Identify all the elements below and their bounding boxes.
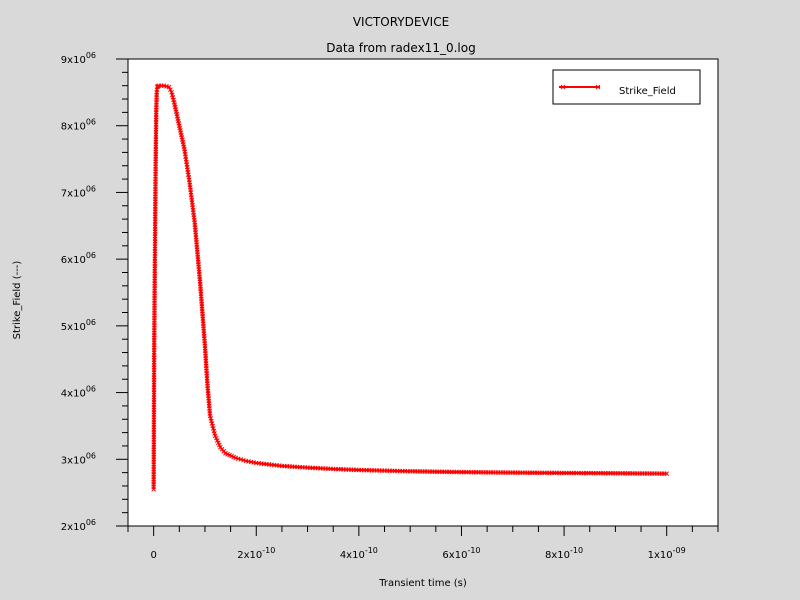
y-tick-label-mantissa: 5x10 <box>61 322 86 333</box>
data-point <box>167 87 173 93</box>
chart-subtitle: Data from radex11_0.log <box>326 41 475 55</box>
x-axis-ticks: 0 2x10-10 4x10-10 6x10-10 8x10-10 1x10-09 <box>127 526 719 561</box>
y-tick-label-exponent: 06 <box>86 518 96 527</box>
x-tick-label-mantissa: 6x10 <box>442 550 467 561</box>
x-tick-label-mantissa: 1x10 <box>648 550 673 561</box>
x-tick-label: 0 <box>150 550 156 561</box>
plot-area <box>127 58 719 527</box>
y-tick-label-exponent: 06 <box>86 451 96 460</box>
x-tick-label: 6x10-10 <box>442 546 480 561</box>
y-tick-label-mantissa: 6x10 <box>61 255 86 266</box>
legend-marker <box>595 84 601 90</box>
legend: Strike_Field <box>552 69 701 105</box>
y-tick-label: 2x1006 <box>61 518 96 533</box>
data-point <box>166 84 172 90</box>
x-tick-label-mantissa: 4x10 <box>340 550 365 561</box>
series-layer <box>151 83 670 492</box>
x-tick-label-exponent: -10 <box>467 546 480 555</box>
y-axis-ticks: 2x10063x10064x10065x10066x10067x10068x10… <box>61 51 128 533</box>
y-tick-label-exponent: 06 <box>86 118 96 127</box>
y-tick-label-exponent: 06 <box>86 251 96 260</box>
legend-label: Strike_Field <box>619 86 676 97</box>
y-tick-label: 9x1006 <box>61 51 96 66</box>
x-tick-label: 2x10-10 <box>237 546 275 561</box>
x-tick-label: 4x10-10 <box>340 546 378 561</box>
x-tick-label-exponent: -10 <box>365 546 378 555</box>
y-tick-label: 4x1006 <box>61 385 96 400</box>
x-tick-label-exponent: -10 <box>262 546 275 555</box>
y-tick-label-exponent: 06 <box>86 51 96 60</box>
y-tick-label-mantissa: 7x10 <box>61 188 86 199</box>
y-tick-label-mantissa: 3x10 <box>61 455 86 466</box>
y-tick-label: 5x1006 <box>61 318 96 333</box>
y-tick-label-mantissa: 9x10 <box>61 55 86 66</box>
data-point <box>664 471 670 476</box>
series-markers-0 <box>151 83 670 492</box>
x-tick-label-exponent: -09 <box>673 546 686 555</box>
y-axis-label: Strike_Field (---) <box>12 261 23 340</box>
legend-marker <box>560 84 566 90</box>
y-tick-label: 8x1006 <box>61 118 96 133</box>
y-tick-label-mantissa: 4x10 <box>61 389 86 400</box>
x-tick-label: 1x10-09 <box>648 546 686 561</box>
y-tick-label: 6x1006 <box>61 251 96 266</box>
y-tick-label-mantissa: 2x10 <box>61 522 86 533</box>
y-tick-label: 3x1006 <box>61 451 96 466</box>
x-tick-label-exponent: -10 <box>570 546 583 555</box>
chart-title: VICTORYDEVICE <box>353 15 449 29</box>
x-tick-label: 8x10-10 <box>545 546 583 561</box>
y-tick-label-exponent: 06 <box>86 385 96 394</box>
y-tick-label-exponent: 06 <box>86 184 96 193</box>
y-tick-label: 7x1006 <box>61 184 96 199</box>
legend-markers <box>560 84 601 90</box>
x-tick-label-mantissa: 8x10 <box>545 550 570 561</box>
y-tick-label-mantissa: 8x10 <box>61 122 86 133</box>
x-axis-label: Transient time (s) <box>378 578 467 589</box>
y-tick-label-exponent: 06 <box>86 318 96 327</box>
x-tick-label-mantissa: 2x10 <box>237 550 262 561</box>
